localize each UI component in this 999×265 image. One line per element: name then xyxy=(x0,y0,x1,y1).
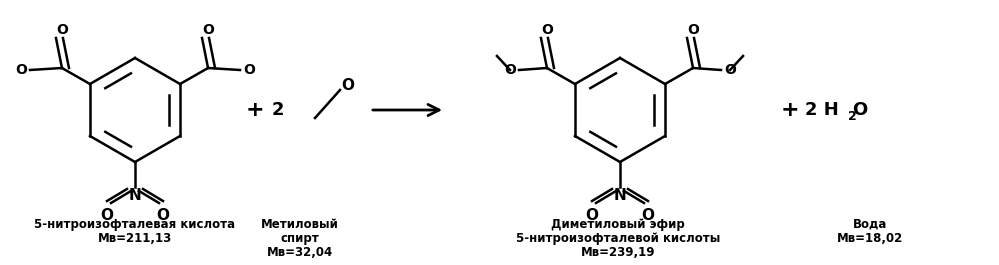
Text: N: N xyxy=(129,188,142,204)
Text: +: + xyxy=(246,100,265,120)
Text: O: O xyxy=(101,207,114,223)
Text: O: O xyxy=(342,78,355,94)
Text: O: O xyxy=(852,101,867,119)
Text: Диметиловый эфир: Диметиловый эфир xyxy=(551,218,685,231)
Text: O: O xyxy=(687,23,699,37)
Text: O: O xyxy=(541,23,553,37)
Text: O: O xyxy=(641,207,654,223)
Text: Мв=239,19: Мв=239,19 xyxy=(580,246,655,259)
Text: 5-нитроизофталевая кислота: 5-нитроизофталевая кислота xyxy=(34,218,236,231)
Text: 2: 2 xyxy=(272,101,285,119)
Text: O: O xyxy=(724,63,736,77)
Text: Метиловый: Метиловый xyxy=(261,218,339,231)
Text: O: O xyxy=(585,207,598,223)
Text: Мв=32,04: Мв=32,04 xyxy=(267,246,333,259)
Text: Мв=18,02: Мв=18,02 xyxy=(837,232,903,245)
Text: спирт: спирт xyxy=(281,232,320,245)
Text: Вода: Вода xyxy=(853,218,887,231)
Text: N: N xyxy=(613,188,626,204)
Text: +: + xyxy=(780,100,799,120)
Text: 2 H: 2 H xyxy=(805,101,839,119)
Text: O: O xyxy=(504,63,515,77)
Text: 5-нитроизофталевой кислоты: 5-нитроизофталевой кислоты xyxy=(515,232,720,245)
Text: O: O xyxy=(15,63,27,77)
Text: O: O xyxy=(203,23,215,37)
Text: 2: 2 xyxy=(847,109,856,122)
Text: O: O xyxy=(157,207,170,223)
Text: O: O xyxy=(57,23,68,37)
Text: O: O xyxy=(243,63,255,77)
Text: Мв=211,13: Мв=211,13 xyxy=(98,232,172,245)
